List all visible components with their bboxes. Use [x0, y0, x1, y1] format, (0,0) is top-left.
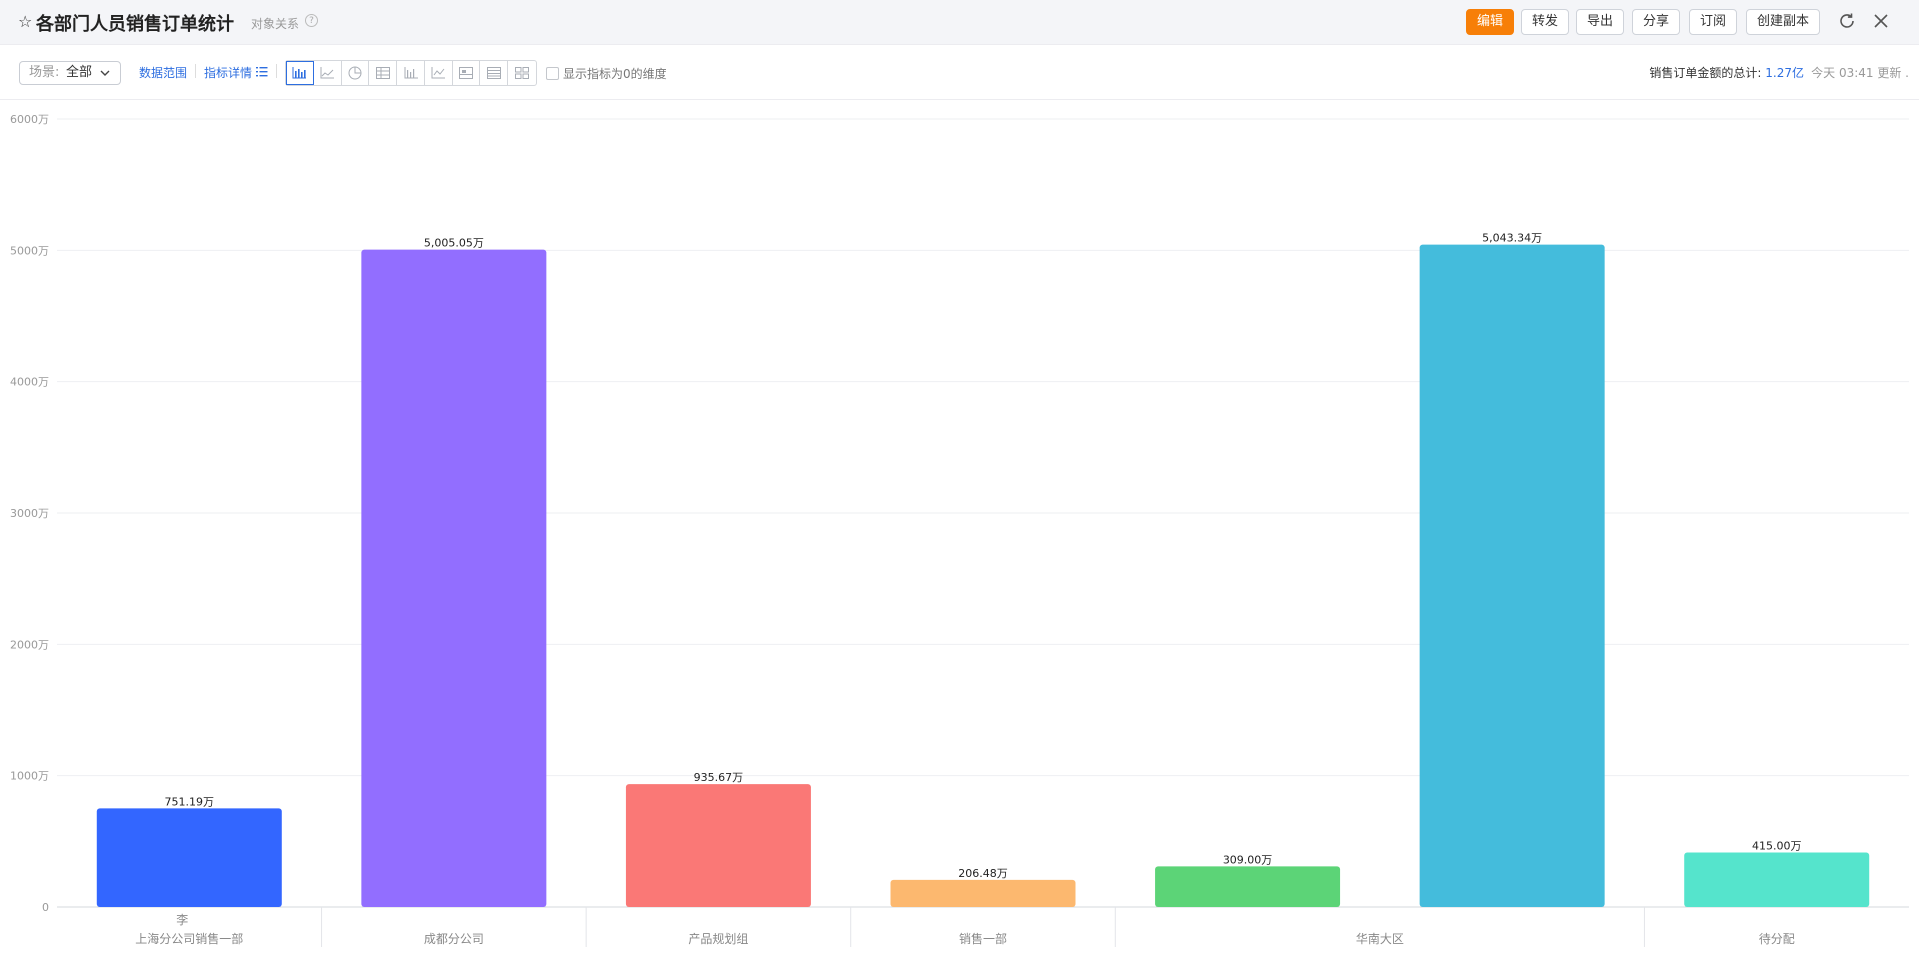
chart-type-switcher	[285, 60, 537, 86]
pivot-chart-type-icon[interactable]	[453, 61, 481, 85]
export-button[interactable]: 导出	[1576, 9, 1624, 35]
y-tick-label: 3000万	[10, 507, 49, 520]
category-label: 产品规划组	[688, 931, 748, 946]
forward-button[interactable]: 转发	[1521, 9, 1569, 35]
category-label: 销售一部	[959, 931, 1007, 946]
bar-value-label: 935.67万	[694, 771, 744, 784]
bar-value-label: 309.00万	[1223, 853, 1273, 866]
report-toolbar: 场景: 全部 数据范围 指标详情	[0, 45, 1919, 100]
toolbar-divider	[195, 64, 196, 78]
scene-value: 全部	[66, 65, 93, 80]
total-value[interactable]: 1.27亿	[1765, 66, 1804, 80]
bar[interactable]	[625, 784, 811, 907]
list-icon[interactable]	[256, 66, 268, 77]
refresh-icon[interactable]	[1836, 10, 1858, 32]
scene-label: 场景:	[29, 65, 60, 80]
total-summary: 销售订单金额的总计: 1.27亿	[1649, 64, 1804, 81]
bar[interactable]	[96, 808, 282, 907]
y-tick-label: 0	[42, 901, 49, 914]
y-tick-label: 4000万	[10, 376, 49, 389]
y-tick-label: 5000万	[10, 244, 49, 257]
category-label: 待分配	[1759, 932, 1795, 946]
bar[interactable]	[890, 879, 1076, 907]
metric-detail-link[interactable]: 指标详情	[204, 66, 253, 80]
chevron-down-icon	[100, 70, 110, 76]
bar-value-label: 206.48万	[958, 867, 1008, 880]
favorite-star-icon[interactable]: ☆	[18, 12, 33, 31]
card-chart-type-icon[interactable]	[508, 61, 536, 85]
pie-chart-type-icon[interactable]	[342, 61, 370, 85]
share-button[interactable]: 分享	[1632, 9, 1680, 35]
bar[interactable]	[1155, 866, 1341, 907]
data-range-link[interactable]: 数据范围	[139, 66, 188, 80]
y-tick-label: 1000万	[10, 770, 49, 783]
help-icon[interactable]: ?	[305, 14, 318, 27]
page-title: 各部门人员销售订单统计	[36, 14, 234, 35]
table-chart-type-icon[interactable]	[369, 61, 398, 85]
edit-button[interactable]: 编辑	[1466, 9, 1514, 35]
category-label: 华南大区	[1356, 931, 1404, 946]
update-time: 今天 03:41 更新 .	[1811, 66, 1909, 80]
bar-value-label: 5,043.34万	[1482, 232, 1542, 245]
bar-chart-type-icon[interactable]	[286, 61, 314, 85]
line-chart-type-icon[interactable]	[314, 61, 342, 85]
total-label: 销售订单金额的总计:	[1649, 66, 1762, 80]
y-tick-label: 6000万	[10, 113, 49, 126]
y-tick-label: 2000万	[10, 638, 49, 651]
bar[interactable]	[1684, 852, 1870, 907]
show-zero-checkbox[interactable]	[546, 67, 559, 80]
scene-select[interactable]: 场景: 全部	[19, 61, 121, 85]
bar-value-label: 415.00万	[1752, 839, 1802, 852]
person-label: 李	[176, 912, 188, 927]
bar-value-label: 751.19万	[165, 795, 215, 808]
bar-chart: 0 1000万 2000万 3000万 4000万 5000万 6000万 751.19万 5,…	[10, 113, 1909, 947]
create-copy-button[interactable]: 创建副本	[1746, 9, 1820, 35]
toolbar-divider	[276, 64, 277, 78]
close-icon[interactable]	[1870, 10, 1892, 32]
category-label: 上海分公司销售一部	[135, 931, 243, 946]
relation-label: 对象关系	[251, 17, 300, 31]
subscribe-button[interactable]: 订阅	[1689, 9, 1737, 35]
report-header: ☆ 各部门人员销售订单统计 对象关系 ? 编辑 转发 导出 分享 订阅 创建副本	[0, 0, 1919, 45]
bar[interactable]	[1419, 244, 1605, 907]
detail-table-type-icon[interactable]	[480, 61, 509, 85]
show-zero-label: 显示指标为0的维度	[563, 67, 667, 81]
category-label: 成都分公司	[424, 932, 484, 946]
bar-value-label: 5,005.05万	[424, 237, 484, 250]
bar[interactable]	[361, 249, 547, 907]
column-chart-type-icon[interactable]	[397, 61, 425, 85]
combo-chart-type-icon[interactable]	[425, 61, 453, 85]
